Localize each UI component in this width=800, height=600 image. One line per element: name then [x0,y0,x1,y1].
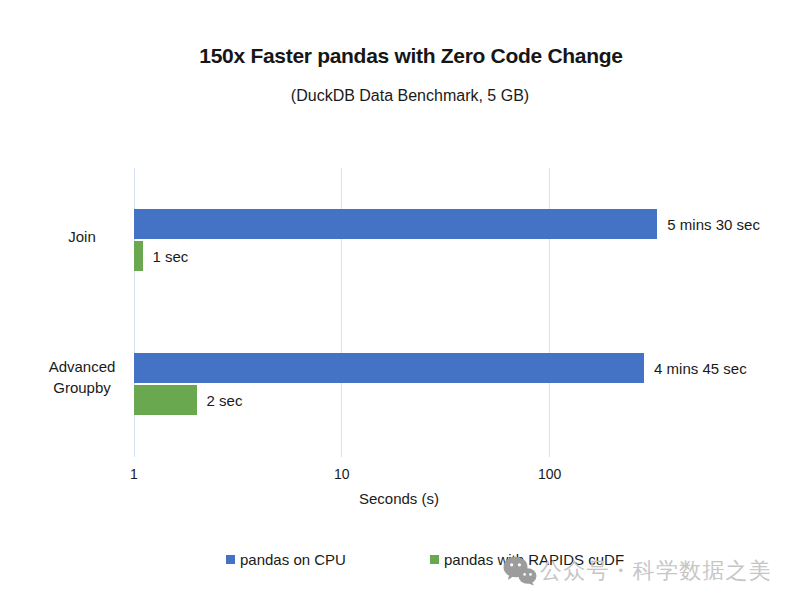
chart-subtitle: (DuckDB Data Benchmark, 5 GB) [10,87,800,105]
x-tick-10: 10 [334,466,350,482]
bar-cpu-0 [134,209,657,239]
legend-swatch-green [430,555,439,564]
wechat-icon [503,556,537,586]
legend-label: pandas on CPU [240,551,346,568]
category-label-advanced-groupby: AdvancedGroupby [30,305,134,449]
value-label-cpu-0: 5 mins 30 sec [667,216,760,233]
category-label-join: Join [30,164,134,308]
x-axis-title: Seconds (s) [279,490,519,507]
bar-chart: 150x Faster pandas with Zero Code Change… [0,0,800,600]
watermark-text: 公众号・科学数据之美 [540,556,772,586]
bar-rapids-0 [134,241,143,271]
legend-item-pandas-cpu: pandas on CPU [226,551,346,568]
value-label-cpu-1: 4 mins 45 sec [654,360,747,377]
watermark: 公众号・科学数据之美 [503,556,772,586]
bar-cpu-1 [134,353,644,383]
value-label-rapids-0: 1 sec [153,248,189,265]
value-label-rapids-1: 2 sec [207,392,243,409]
x-tick-100: 100 [538,466,561,482]
chart-title: 150x Faster pandas with Zero Code Change [11,44,800,68]
x-tick-1: 1 [130,466,138,482]
legend-swatch-blue [226,555,235,564]
bar-rapids-1 [134,385,197,415]
